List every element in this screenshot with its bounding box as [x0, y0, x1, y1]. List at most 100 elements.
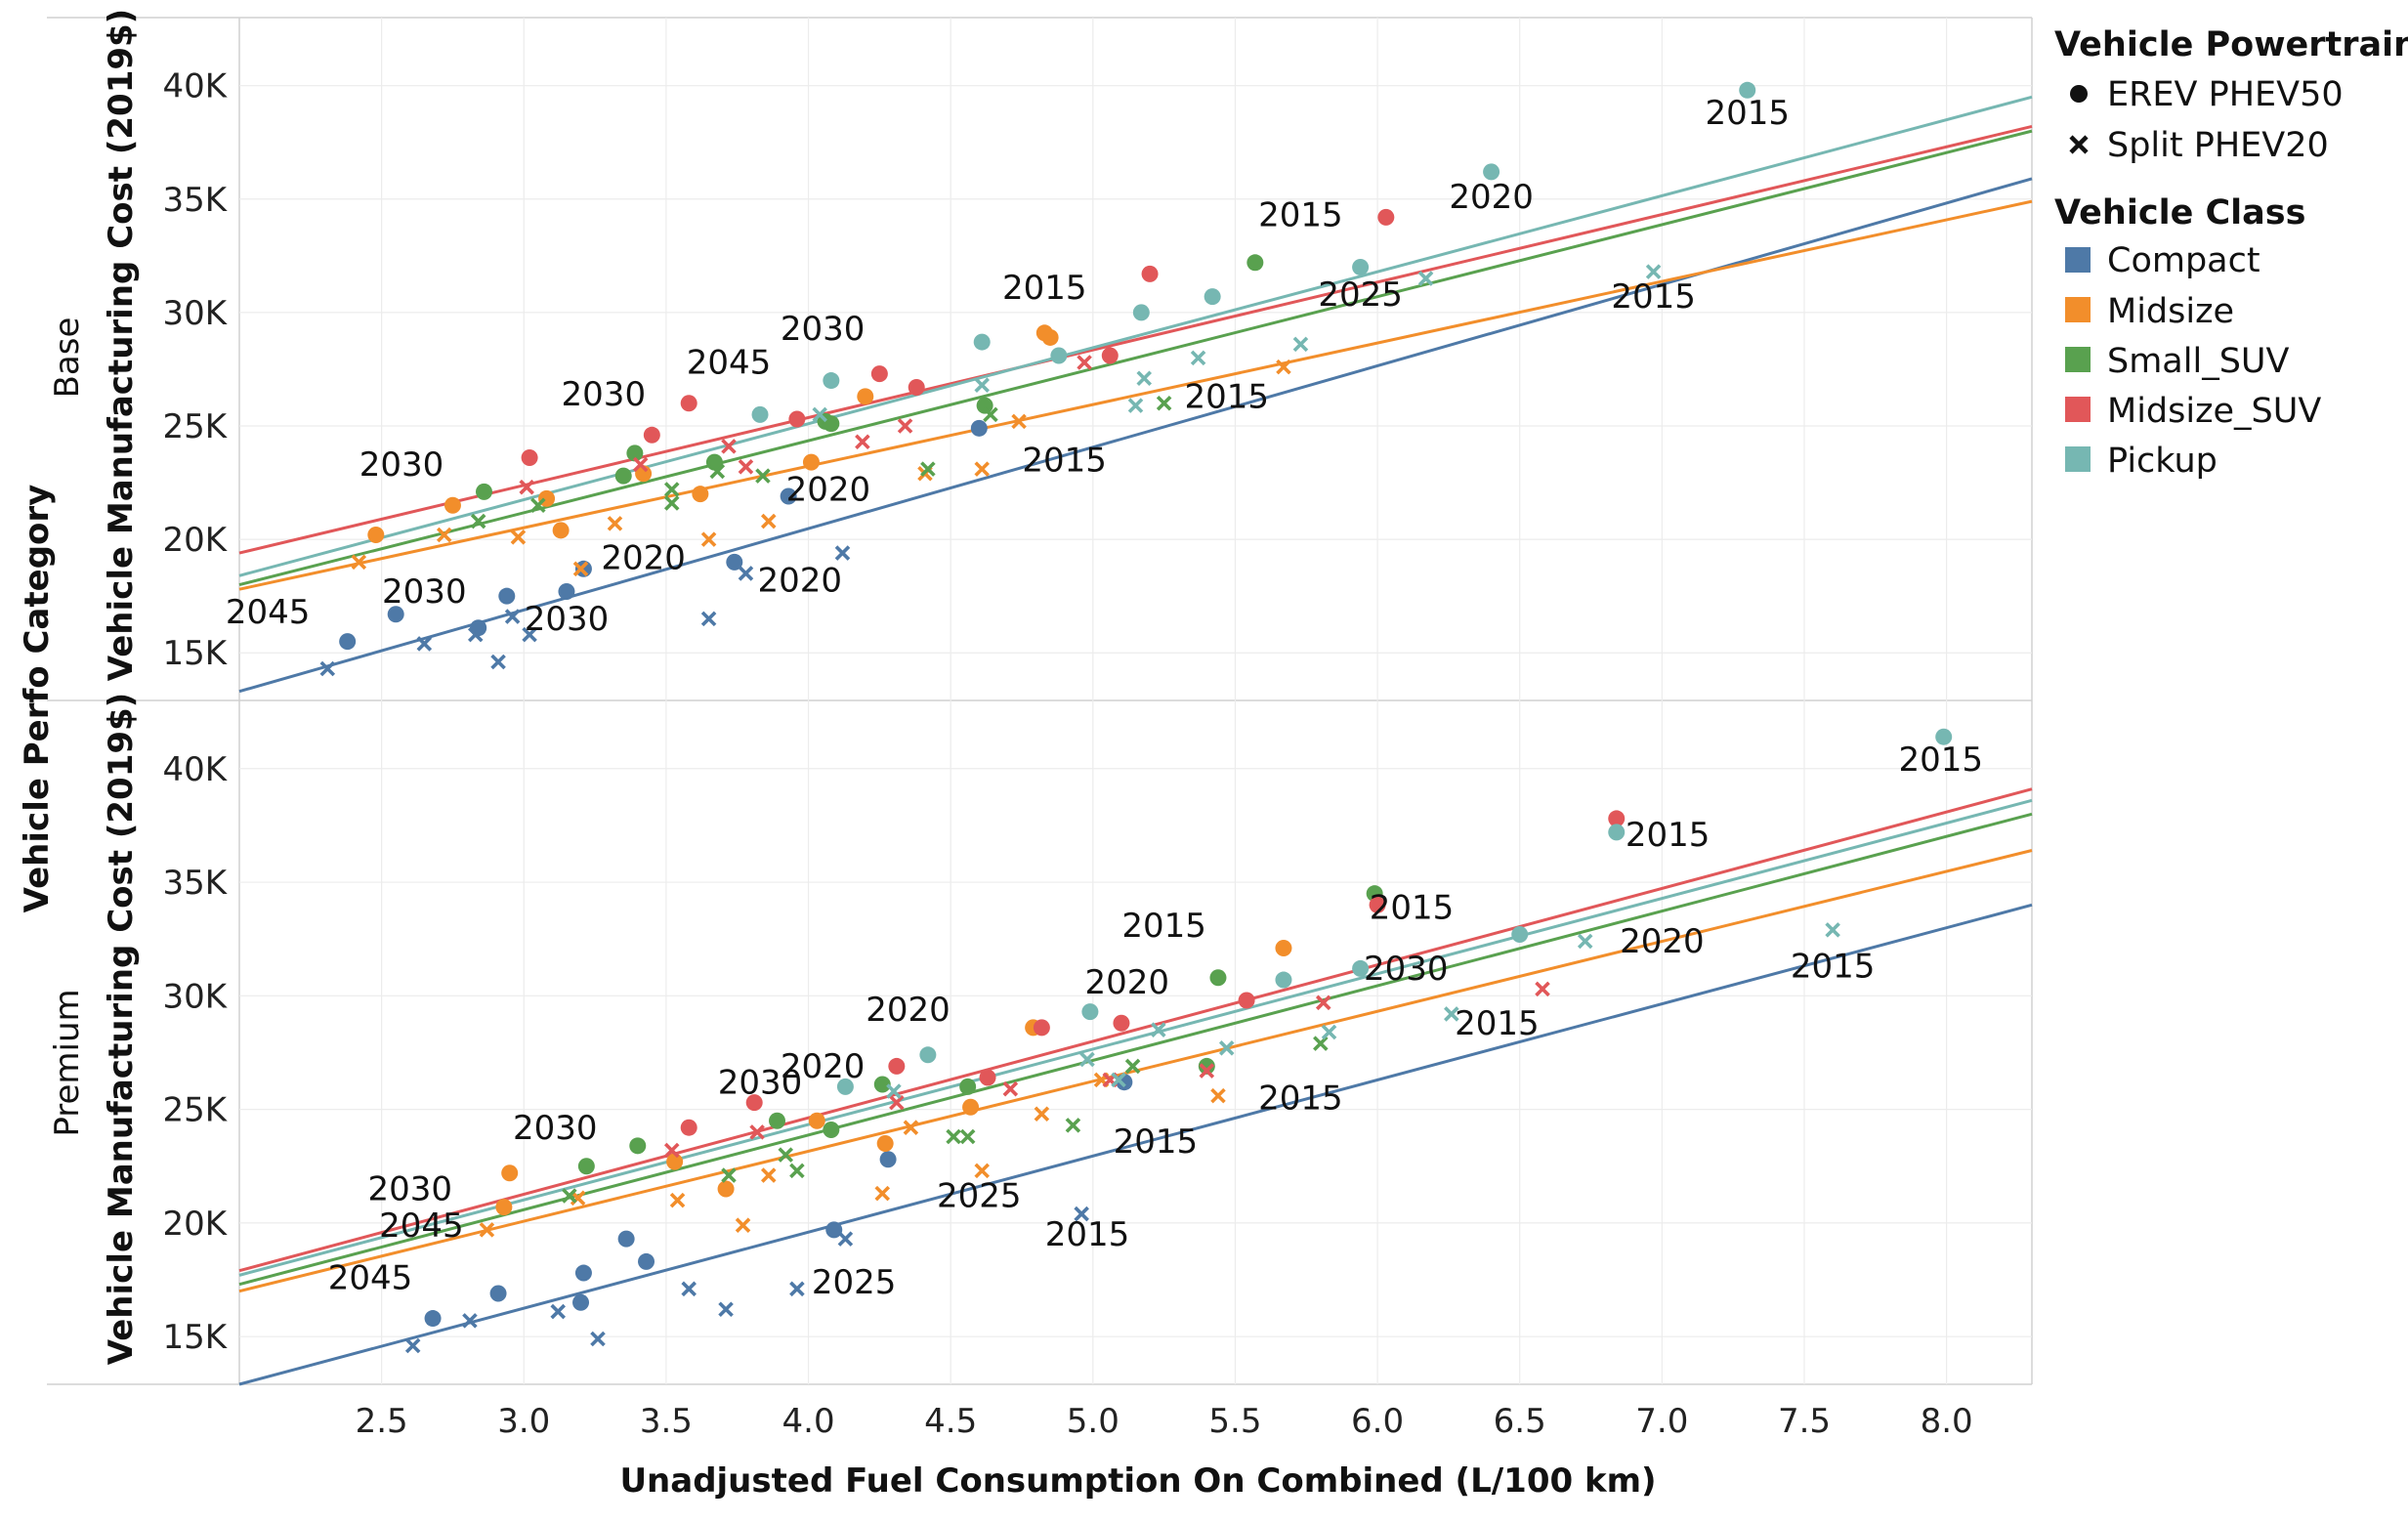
legend-item-split[interactable]: Split PHEV20: [2069, 126, 2329, 165]
data-point-pickup[interactable]: [836, 1078, 854, 1095]
data-point-midsize[interactable]: [735, 1217, 751, 1233]
data-point-midsize[interactable]: [692, 486, 709, 503]
data-point-compact[interactable]: [387, 606, 404, 623]
data-point-midsize-suv[interactable]: [1002, 1080, 1019, 1097]
data-point-small-suv[interactable]: [470, 513, 486, 529]
data-point-small-suv[interactable]: [959, 1128, 976, 1145]
data-point-small-suv[interactable]: [629, 1137, 647, 1155]
data-point-midsize-suv[interactable]: [888, 1057, 906, 1075]
data-point-midsize-suv[interactable]: [721, 439, 737, 454]
data-point-pickup[interactable]: [1483, 163, 1500, 181]
data-point-pickup[interactable]: [1050, 347, 1068, 364]
data-point-pickup[interactable]: [1608, 824, 1626, 841]
data-point-midsize-suv[interactable]: [680, 1119, 697, 1136]
data-point-pickup[interactable]: [1352, 959, 1370, 977]
data-point-compact[interactable]: [726, 553, 743, 571]
data-point-compact[interactable]: [970, 419, 988, 437]
data-point-compact[interactable]: [504, 609, 521, 624]
data-point-pickup[interactable]: [823, 372, 840, 390]
data-point-midsize[interactable]: [802, 453, 820, 471]
data-point-midsize[interactable]: [479, 1222, 495, 1238]
data-point-small-suv[interactable]: [873, 1076, 891, 1093]
data-point-small-suv[interactable]: [614, 467, 632, 485]
data-point-midsize-suv[interactable]: [1369, 896, 1386, 913]
data-point-pickup[interactable]: [1190, 350, 1206, 366]
data-point-small-suv[interactable]: [769, 1112, 785, 1129]
data-point-small-suv[interactable]: [755, 468, 771, 484]
data-point-pickup[interactable]: [1132, 304, 1150, 321]
legend-item-small-suv[interactable]: Small_SUV: [2065, 342, 2290, 381]
data-point-midsize[interactable]: [903, 1120, 919, 1135]
data-point-midsize[interactable]: [1041, 328, 1059, 346]
data-point-small-suv[interactable]: [721, 1167, 737, 1183]
data-point-compact[interactable]: [489, 1285, 507, 1302]
data-point-midsize-suv[interactable]: [1238, 992, 1255, 1009]
data-point-compact[interactable]: [700, 611, 717, 627]
data-point-midsize-suv[interactable]: [979, 1069, 996, 1086]
data-point-pickup[interactable]: [1511, 926, 1529, 944]
data-point-small-suv[interactable]: [709, 463, 726, 480]
data-point-midsize-suv[interactable]: [897, 418, 913, 434]
data-point-pickup[interactable]: [1825, 922, 1840, 938]
data-point-midsize-suv[interactable]: [1199, 1063, 1215, 1079]
data-point-pickup[interactable]: [1321, 1024, 1337, 1040]
data-point-pickup[interactable]: [1577, 933, 1593, 950]
data-point-compact[interactable]: [738, 566, 754, 581]
data-point-compact[interactable]: [467, 626, 484, 643]
data-point-pickup[interactable]: [1352, 258, 1370, 275]
data-point-midsize-suv[interactable]: [1033, 1019, 1050, 1037]
data-point-midsize-suv[interactable]: [643, 426, 660, 444]
data-point-midsize-suv[interactable]: [749, 1124, 765, 1140]
data-point-small-suv[interactable]: [946, 1128, 961, 1145]
data-point-midsize[interactable]: [974, 1163, 990, 1179]
data-point-small-suv[interactable]: [1313, 1036, 1329, 1051]
data-point-compact[interactable]: [404, 1337, 421, 1354]
data-point-small-suv[interactable]: [823, 1122, 840, 1139]
data-point-small-suv[interactable]: [577, 1158, 595, 1175]
data-point-midsize[interactable]: [552, 522, 570, 539]
data-point-pickup[interactable]: [1444, 1006, 1459, 1022]
data-point-small-suv[interactable]: [475, 483, 492, 500]
data-point-small-suv[interactable]: [1198, 1057, 1215, 1075]
data-point-small-suv[interactable]: [663, 482, 680, 497]
data-point-small-suv[interactable]: [562, 1188, 577, 1204]
data-point-small-suv[interactable]: [983, 406, 998, 423]
data-point-midsize[interactable]: [857, 388, 874, 405]
data-point-compact[interactable]: [558, 583, 575, 601]
data-point-compact[interactable]: [638, 1252, 655, 1270]
data-point-compact[interactable]: [617, 1230, 635, 1248]
data-point-small-suv[interactable]: [1246, 254, 1264, 272]
data-point-midsize[interactable]: [760, 513, 777, 529]
data-point-midsize-suv[interactable]: [788, 410, 806, 428]
data-point-midsize[interactable]: [669, 1192, 686, 1208]
data-point-midsize-suv[interactable]: [1377, 208, 1395, 226]
legend-item-compact[interactable]: Compact: [2065, 241, 2260, 280]
data-point-midsize[interactable]: [572, 561, 589, 577]
data-point-midsize-suv[interactable]: [1535, 981, 1550, 997]
data-point-midsize[interactable]: [717, 1180, 735, 1198]
data-point-midsize[interactable]: [876, 1134, 894, 1152]
data-point-midsize[interactable]: [607, 516, 623, 531]
data-point-compact[interactable]: [834, 545, 851, 561]
data-point-compact[interactable]: [1074, 1206, 1089, 1222]
data-point-pickup[interactable]: [886, 1083, 902, 1099]
data-point-compact[interactable]: [424, 1310, 442, 1328]
data-point-midsize-suv[interactable]: [632, 456, 649, 473]
data-point-pickup[interactable]: [919, 1046, 937, 1064]
data-point-compact[interactable]: [416, 636, 433, 652]
data-point-pickup[interactable]: [1935, 728, 1953, 745]
data-point-midsize[interactable]: [700, 531, 717, 547]
data-point-compact[interactable]: [681, 1281, 697, 1297]
data-point-small-suv[interactable]: [626, 444, 644, 462]
data-point-pickup[interactable]: [751, 405, 769, 423]
data-point-small-suv[interactable]: [959, 1078, 977, 1095]
data-point-small-suv[interactable]: [789, 1163, 805, 1179]
data-point-midsize[interactable]: [510, 529, 527, 545]
data-point-compact[interactable]: [522, 626, 537, 643]
data-point-small-suv[interactable]: [530, 497, 546, 514]
data-point-midsize[interactable]: [1034, 1106, 1050, 1122]
data-point-small-suv[interactable]: [778, 1147, 794, 1163]
data-point-midsize-suv[interactable]: [889, 1094, 905, 1111]
data-point-midsize-suv[interactable]: [1113, 1014, 1130, 1032]
data-point-midsize-suv[interactable]: [870, 365, 888, 383]
